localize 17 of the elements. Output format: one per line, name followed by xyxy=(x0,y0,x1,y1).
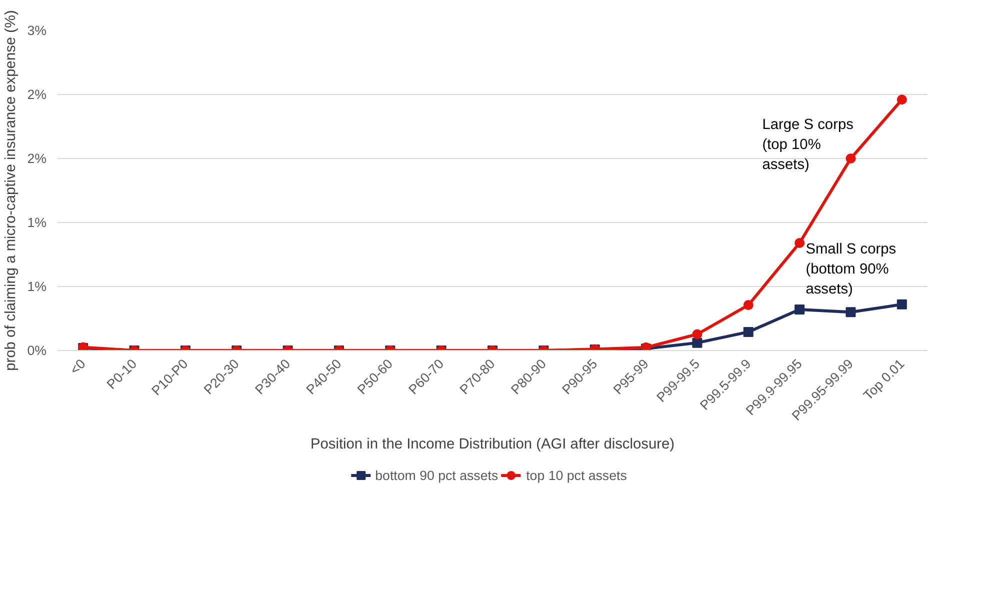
y-tick-label: 3% xyxy=(27,23,47,38)
y-tick-label: 0% xyxy=(27,343,47,358)
point xyxy=(794,238,805,248)
y-tick-label: 2% xyxy=(27,87,47,102)
legend-label: top 10 pct assets xyxy=(526,468,627,482)
point xyxy=(896,94,907,105)
annotation: Small S corps (bottom 90% assets) xyxy=(806,242,896,298)
x-axis-title: Position in the Income Distribution (AGI after disclosure) xyxy=(310,436,675,453)
y-tick-label: 2% xyxy=(27,151,47,166)
annotation: Large S corps (top 10% assets) xyxy=(762,116,854,173)
x-tick-label: <0 xyxy=(67,356,88,378)
point xyxy=(846,154,856,164)
x-tick-label: Top 0.01 xyxy=(860,356,908,403)
y-tick-label: 1% xyxy=(27,279,47,294)
y-axis-title: prob of claiming a micro-captive insurance expense (%) xyxy=(3,10,20,371)
legend-label: bottom 90 pct assets xyxy=(375,468,498,482)
y-tick-label: 1% xyxy=(27,215,47,230)
